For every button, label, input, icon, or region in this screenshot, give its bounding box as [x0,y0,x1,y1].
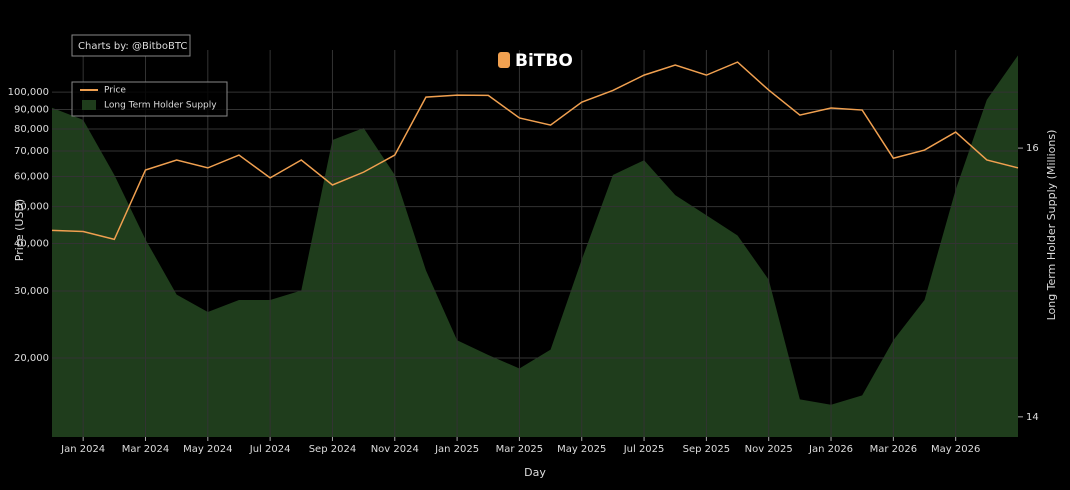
x-tick-label: May 2025 [557,444,606,455]
x-tick-label: Nov 2025 [745,444,793,455]
price-line [51,61,1019,241]
y-tick-label: 80,000 [14,124,49,135]
y-tick-label: 40,000 [14,238,49,249]
y-axis-label: Price (USD) [13,199,26,261]
x-tick-label: Sep 2024 [309,444,356,455]
y-tick-label: 90,000 [14,104,49,115]
annotation: Charts by: @BitboBTC [78,41,187,52]
x-tick-label: Jan 2026 [808,444,853,455]
legend-swatch [82,100,96,110]
x-axis-label: Day [524,466,546,479]
annotation-box [71,34,191,57]
legend-box [71,81,228,117]
logo-icon [498,52,510,68]
x-tick-label: May 2026 [931,444,980,455]
x-tick-label: Jan 2025 [434,444,479,455]
y-tick-label: 50,000 [14,202,49,213]
y-tick-label: 70,000 [14,146,49,157]
y-tick-label: 100,000 [8,87,49,98]
x-tick-label: Jan 2024 [60,444,105,455]
x-tick-label: Jul 2025 [623,444,665,455]
y2-tick-label: 14 [1026,412,1039,423]
legend-label: Long Term Holder Supply [104,101,217,111]
x-tick-label: Mar 2025 [496,444,544,455]
x-tick-label: Sep 2025 [683,444,730,455]
legend-label: Price [104,86,126,96]
y-tick-label: 60,000 [14,171,49,182]
x-tick-label: Jul 2024 [249,444,291,455]
y2-axis-label: Long Term Holder Supply (Millions) [1045,130,1058,321]
x-tick-label: Nov 2024 [371,444,419,455]
logo: BiTBO [498,51,573,71]
x-tick-label: May 2024 [183,444,232,455]
x-tick-label: Mar 2026 [870,444,918,455]
supply-area [52,55,1018,437]
y-tick-label: 20,000 [14,353,49,364]
y-tick-label: 30,000 [14,286,49,297]
x-tick-label: Mar 2024 [122,444,170,455]
y2-tick-label: 16 [1026,143,1039,154]
chart-title: BiTBO [515,51,573,71]
legend: Price Long Term Holder Supply [71,81,228,117]
